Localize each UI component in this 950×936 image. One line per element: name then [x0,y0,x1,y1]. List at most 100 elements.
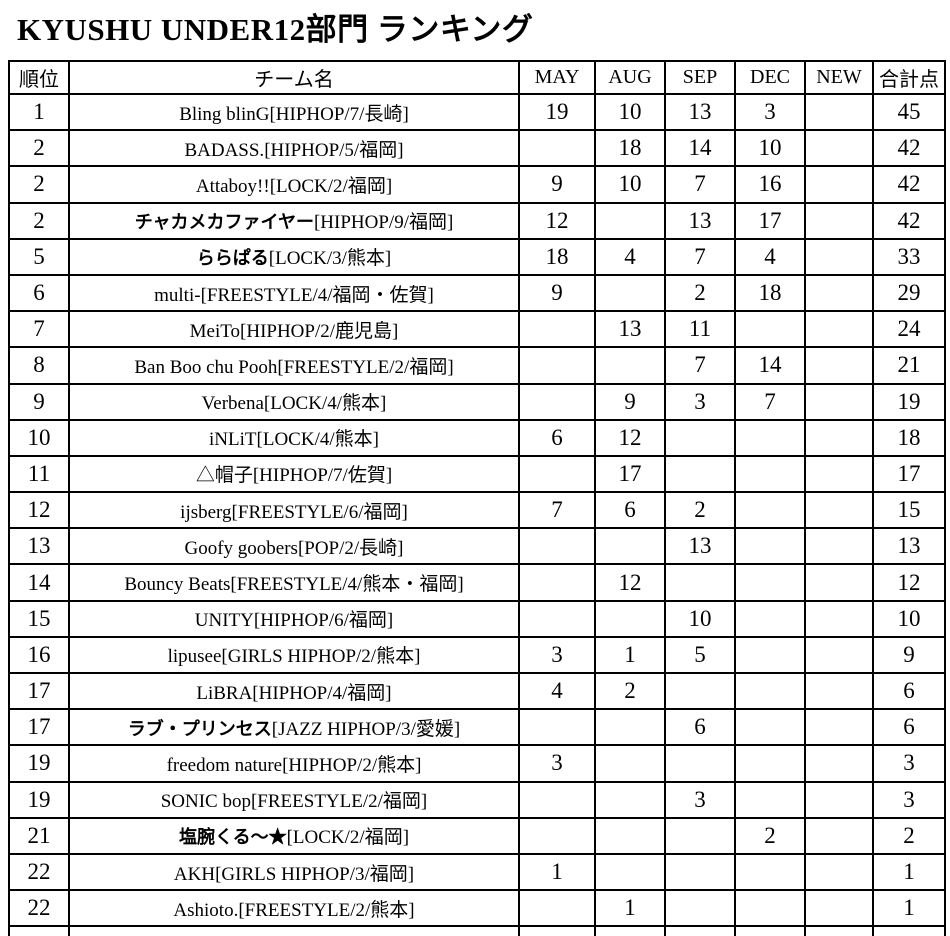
team-name: Ashioto. [173,899,239,921]
total-cell: 15 [872,491,946,530]
team-name: SONIC bop [160,791,251,813]
score-new [804,852,874,892]
team-name: Ban Boo chu Pooh [134,356,278,378]
rank-cell: 15 [8,599,70,638]
team-name: Bling blinG [179,103,270,125]
empty-cell [664,925,736,936]
team-cell: LiBRA[HIPHOP/4/福岡] [68,671,520,711]
score-aug: 13 [594,310,666,349]
score-new [804,237,874,276]
rank-cell: 17 [8,708,70,747]
team-cell: △帽子[HIPHOP/7/佐賀] [68,454,520,494]
rank-cell: 19 [8,780,70,819]
rank-cell: 6 [8,273,70,313]
header-aug: AUG [594,60,666,95]
total-cell: 24 [872,310,946,349]
score-sep: 11 [664,310,736,349]
team-name: iNLiT [209,429,257,451]
rank-cell: 16 [8,635,70,675]
partial-row [8,925,946,936]
header-team: チーム名 [68,60,520,95]
table-row: 13 Goofy goobers[POP/2/長崎] 13 13 [8,527,946,566]
team-name: BADASS. [184,139,265,161]
score-sep [664,671,736,711]
score-sep: 13 [664,527,736,566]
table-row: 6 multi-[FREESTYLE/4/福岡・佐賀] 9 2 18 29 [8,273,946,313]
team-cell: AKH[GIRLS HIPHOP/3/福岡] [68,852,520,892]
team-name: LiBRA [196,682,253,704]
score-may [518,382,596,421]
score-aug [594,816,666,855]
table-row: 2 Attaboy!![LOCK/2/福岡] 9 10 7 16 42 [8,165,946,204]
team-name: チャカメカファイヤー [134,212,314,233]
score-dec [734,563,806,602]
score-dec [734,708,806,747]
rank-cell: 1 [8,92,70,132]
team-info: [HIPHOP/6/福岡] [253,610,394,632]
table-row: 17 ラブ・プリンセス[JAZZ HIPHOP/3/愛媛] 6 6 [8,708,946,747]
team-name: freedom nature [166,754,283,776]
score-sep: 2 [664,491,736,530]
team-info: [FREESTYLE/4/福岡・佐賀] [200,284,434,306]
team-cell: ラブ・プリンセス[JAZZ HIPHOP/3/愛媛] [68,708,520,747]
team-cell: Ban Boo chu Pooh[FREESTYLE/2/福岡] [68,346,520,385]
total-cell: 10 [872,599,946,638]
team-cell: ららぱる[LOCK/3/熊本] [68,237,520,276]
team-info: [POP/2/長崎] [297,537,404,559]
empty-cell [8,925,70,936]
score-sep: 7 [664,165,736,204]
team-info: [FREESTYLE/2/熊本] [238,899,415,921]
score-may: 4 [518,671,596,711]
score-aug: 12 [594,563,666,602]
score-sep [664,418,736,457]
team-info: [HIPHOP/7/長崎] [269,103,409,125]
team-cell: freedom nature[HIPHOP/2/熊本] [68,744,520,783]
score-dec: 16 [734,165,806,204]
score-may [518,599,596,638]
header-rank: 順位 [8,60,70,95]
score-new [804,599,874,638]
header-total: 合計点 [872,60,946,95]
score-dec [734,780,806,819]
rank-cell: 12 [8,491,70,530]
team-info: [LOCK/4/熊本] [263,393,387,415]
team-cell: ijsberg[FREESTYLE/6/福岡] [68,491,520,530]
score-aug: 4 [594,237,666,276]
team-name: lipusee [167,646,222,668]
score-dec: 2 [734,816,806,855]
score-may [518,310,596,349]
score-aug: 17 [594,454,666,494]
score-aug [594,273,666,313]
team-cell: MeiTo[HIPHOP/2/鹿児島] [68,310,520,349]
team-info: [GIRLS HIPHOP/2/熊本] [221,646,421,668]
score-dec: 14 [734,346,806,385]
header-dec: DEC [734,60,806,95]
team-info: [HIPHOP/2/鹿児島] [240,320,399,342]
table-row: 11 △帽子[HIPHOP/7/佐賀] 17 17 [8,454,946,494]
score-sep: 7 [664,237,736,276]
score-sep: 14 [664,129,736,168]
score-aug: 1 [594,635,666,675]
score-aug [594,780,666,819]
score-aug: 10 [594,92,666,132]
empty-cell [518,925,596,936]
page-title: KYUSHU UNDER12部門 ランキング [17,12,534,47]
team-name: Goofy goobers [184,537,298,559]
rank-cell: 9 [8,382,70,421]
total-cell: 9 [872,635,946,675]
score-sep [664,852,736,892]
score-aug [594,744,666,783]
table-row: 8 Ban Boo chu Pooh[FREESTYLE/2/福岡] 7 14 21 [8,346,946,385]
empty-cell [734,925,806,936]
table-row: 15 UNITY[HIPHOP/6/福岡] 10 10 [8,599,946,638]
score-aug: 1 [594,889,666,928]
team-name: UNITY [194,610,254,632]
score-new [804,310,874,349]
score-new [804,418,874,457]
team-name: Bouncy Beats [124,574,231,596]
score-new [804,780,874,819]
rank-cell: 19 [8,744,70,783]
team-cell: Bouncy Beats[FREESTYLE/4/熊本・福岡] [68,563,520,602]
score-sep: 3 [664,780,736,819]
score-new [804,454,874,494]
